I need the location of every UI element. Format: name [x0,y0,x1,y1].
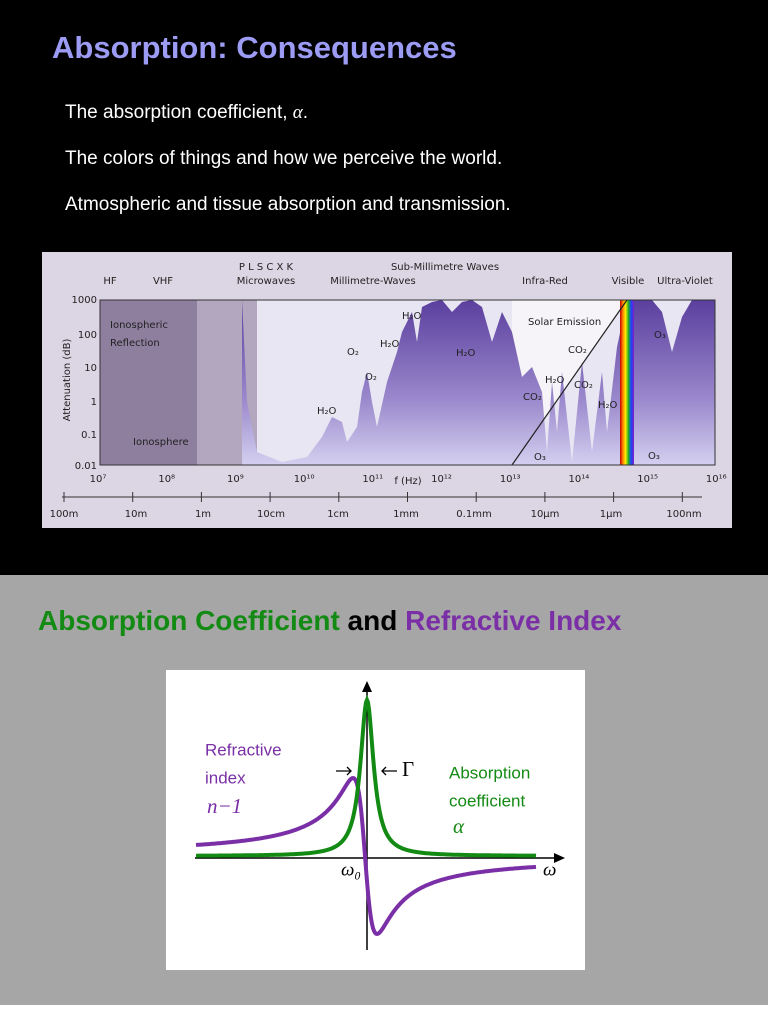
width-symbol: Γ [402,757,414,781]
slide-2: Absorption Coefficient and Refractive In… [0,575,768,1005]
wavelength-label: 100m [50,509,79,520]
wavelength-label: 10m [125,509,147,520]
symbol: α [292,102,303,123]
axis-arrow [554,853,565,863]
annotation: H₂O [402,311,422,322]
absorption-symbol: α [453,814,465,838]
annotation: Reflection [110,338,160,349]
annotation: O₂ [365,372,377,383]
bullet: Atmospheric and tissue absorption and tr… [65,194,511,215]
refractive-label: index [205,768,246,787]
slide-1: Absorption: Consequences The absorption … [0,0,768,575]
atmospheric-attenuation-figure: HF VHF P L S C X K Microwaves Sub-Millimetre… [42,252,732,528]
wavelength-label: 1m [195,509,211,520]
slide-title: Absorption: Consequences [52,30,457,65]
y-tick-label: 0.01 [75,461,97,472]
frequency-label: ω [543,859,556,880]
attenuation-area [242,300,715,465]
annotation: CO₂ [568,345,587,356]
bullet-text: The absorption coefficient, [65,102,293,123]
y-axis-label: Attenuation (dB) [62,339,73,422]
center-frequency: ω₀ [341,859,361,880]
absorption-label: Absorption [449,763,530,782]
x-tick-label: 10⁹ [227,474,244,485]
x-tick-label: 10¹⁴ [569,474,590,485]
slide-title: Absorption Coefficient and Refractive In… [38,605,621,637]
ionospheric-region [100,300,197,465]
y-tick-label: 1 [91,397,97,408]
refractive-label: Refractive [205,740,282,759]
annotation: H₂O [380,339,400,350]
y-tick-label: 1000 [72,295,97,306]
wavelength-label: 1cm [327,509,349,520]
x-tick-label: 10¹³ [500,474,521,485]
annotation: Ionosphere [133,437,189,448]
dispersion-diagram: Refractive index n−1 Γ Absorption coefficient… [166,670,585,970]
absorption-curve [196,694,537,858]
wavelength-label: 1mm [393,509,419,520]
annotation: Solar Emission [528,317,601,328]
x-tick-label: 10¹⁶ [706,474,727,485]
band-label: Millimetre-Waves [330,276,415,287]
title-part: Absorption Coefficient [38,605,340,636]
refractive-symbol: n−1 [207,794,242,818]
x-tick-label: 10⁸ [158,474,175,485]
bullet-suffix: . [302,102,309,123]
band-label: Microwaves [237,276,296,287]
solar-emission-line [511,299,628,466]
annotation: H₂O [545,375,565,386]
title-part: and [339,605,406,636]
band-label: Ultra-Violet [657,276,713,287]
absorption-label: coefficient [449,791,526,810]
x-tick-label: 10⁷ [90,474,107,485]
y-tick-label: 100 [78,330,97,341]
annotation: O₃ [534,452,546,463]
annotation: H₂O [456,348,476,359]
annotation: CO₂ [574,380,593,391]
x-tick-label: 10¹² [431,474,452,485]
band-label: Visible [612,276,645,287]
wavelength-label: 10µm [531,509,560,520]
bullet: The colors of things and how we perceive… [65,148,503,169]
band-label: Sub-Millimetre Waves [391,262,499,273]
annotation: O₃ [654,330,666,341]
x-tick-label: 10¹¹ [362,474,383,485]
wavelength-label: 10cm [257,509,285,520]
annotation: Ionospheric [110,320,168,331]
bullet: The absorption coefficient, α. [65,102,308,124]
annotation: CO₂ [523,392,542,403]
x-tick-label: 10¹⁵ [637,474,658,485]
annotation: O₂ [347,347,359,358]
visible-spectrum [620,300,634,465]
band-label: VHF [153,276,173,287]
annotation: H₂O [317,406,337,417]
plot-frame [99,299,716,466]
annotation: O₃ [648,451,660,462]
wavelength-label: 100nm [666,509,701,520]
refractive-index-curve [195,775,537,937]
y-tick-label: 0.1 [81,430,97,441]
axis-arrow [362,681,372,692]
annotation: H₂O [598,400,618,411]
band-label: Infra-Red [522,276,568,287]
wavelength-label: 1µm [600,509,622,520]
y-tick-label: 10 [84,363,97,374]
x-tick-label: 10¹⁰ [294,474,315,485]
width-arrows [336,766,397,776]
x-axis-label: f (Hz) [394,476,421,487]
band-label: HF [103,276,117,287]
wavelength-label: 0.1mm [456,509,491,520]
title-part: Refractive Index [405,605,622,636]
diagram-background [166,670,585,970]
band-label: P L S C X K [239,262,294,273]
